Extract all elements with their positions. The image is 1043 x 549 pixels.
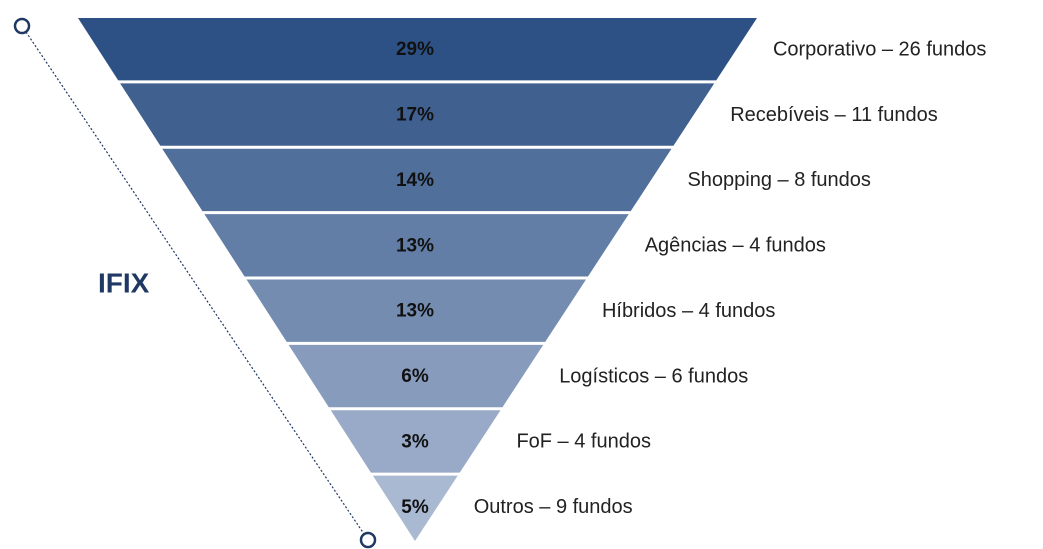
funnel-band [204, 214, 629, 277]
band-label: Corporativo – 26 fundos [773, 38, 986, 60]
band-value: 13% [396, 301, 434, 322]
funnel-band [120, 83, 715, 146]
band-value: 14% [396, 170, 434, 191]
funnel-band [372, 475, 458, 541]
band-label: Logísticos – 6 fundos [559, 365, 748, 387]
band-value: 3% [401, 431, 429, 452]
band-label: Híbridos – 4 fundos [602, 300, 775, 322]
dotted-axis [25, 31, 365, 535]
band-label: FoF – 4 fundos [516, 431, 651, 453]
band-value: 5% [401, 497, 429, 518]
funnel-band [162, 148, 672, 212]
funnel-band [78, 18, 757, 81]
funnel-band [330, 410, 501, 473]
funnel-band [288, 344, 544, 408]
funnel-band [246, 279, 586, 342]
title: IFIX [98, 267, 150, 298]
band-value: 29% [396, 39, 434, 60]
band-label: Shopping – 8 fundos [687, 169, 871, 191]
band-label: Agências – 4 fundos [645, 235, 826, 257]
band-label: Outros – 9 fundos [474, 496, 633, 518]
axis-end [13, 17, 31, 35]
band-label: Recebíveis – 11 fundos [730, 104, 938, 126]
band-value: 17% [396, 105, 434, 126]
funnel: 29% Corporativo – 26 fundos 17% Recebíveis … [78, 18, 986, 541]
band-value: 13% [396, 235, 434, 256]
band-value: 6% [401, 366, 429, 387]
axis-end [359, 531, 377, 549]
